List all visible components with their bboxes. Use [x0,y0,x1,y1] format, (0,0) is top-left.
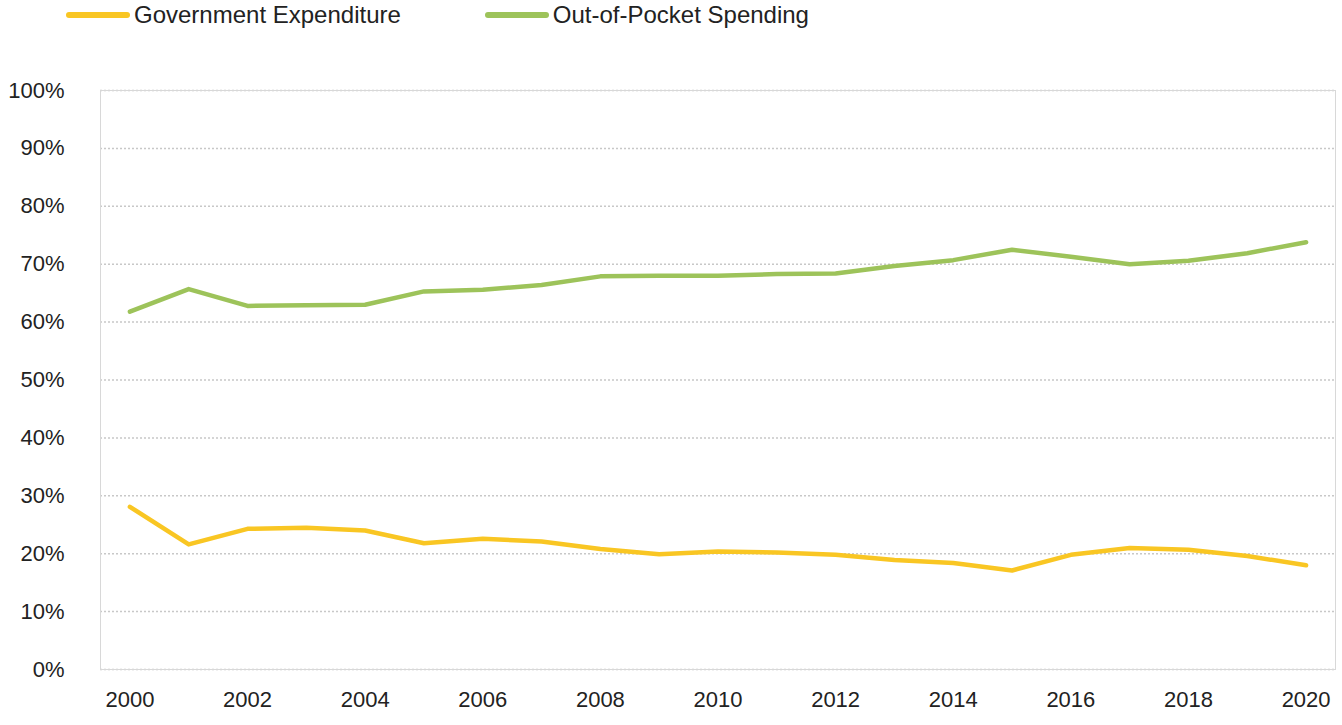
svg-text:2014: 2014 [929,687,978,712]
svg-text:2002: 2002 [223,687,272,712]
svg-text:2010: 2010 [694,687,743,712]
html-text:Government Expenditure: Government Expenditure [134,1,401,28]
svg-text:2020: 2020 [1282,687,1331,712]
svg-text:2004: 2004 [341,687,390,712]
svg-text:90%: 90% [20,135,64,160]
svg-text:80%: 80% [20,193,64,218]
svg-text:2006: 2006 [458,687,507,712]
svg-text:70%: 70% [20,251,64,276]
svg-text:2016: 2016 [1046,687,1095,712]
svg-text:2012: 2012 [811,687,860,712]
svg-text:30%: 30% [20,483,64,508]
svg-text:50%: 50% [20,367,64,392]
svg-text:60%: 60% [20,309,64,334]
svg-text:2008: 2008 [576,687,625,712]
svg-text:10%: 10% [20,599,64,624]
svg-text:2000: 2000 [105,687,154,712]
html-text:Out-of-Pocket Spending: Out-of-Pocket Spending [552,1,809,28]
svg-text:0%: 0% [33,657,65,682]
svg-text:20%: 20% [20,541,64,566]
svg-text:100%: 100% [8,78,64,103]
svg-text:2018: 2018 [1164,687,1213,712]
svg-text:40%: 40% [20,425,64,450]
